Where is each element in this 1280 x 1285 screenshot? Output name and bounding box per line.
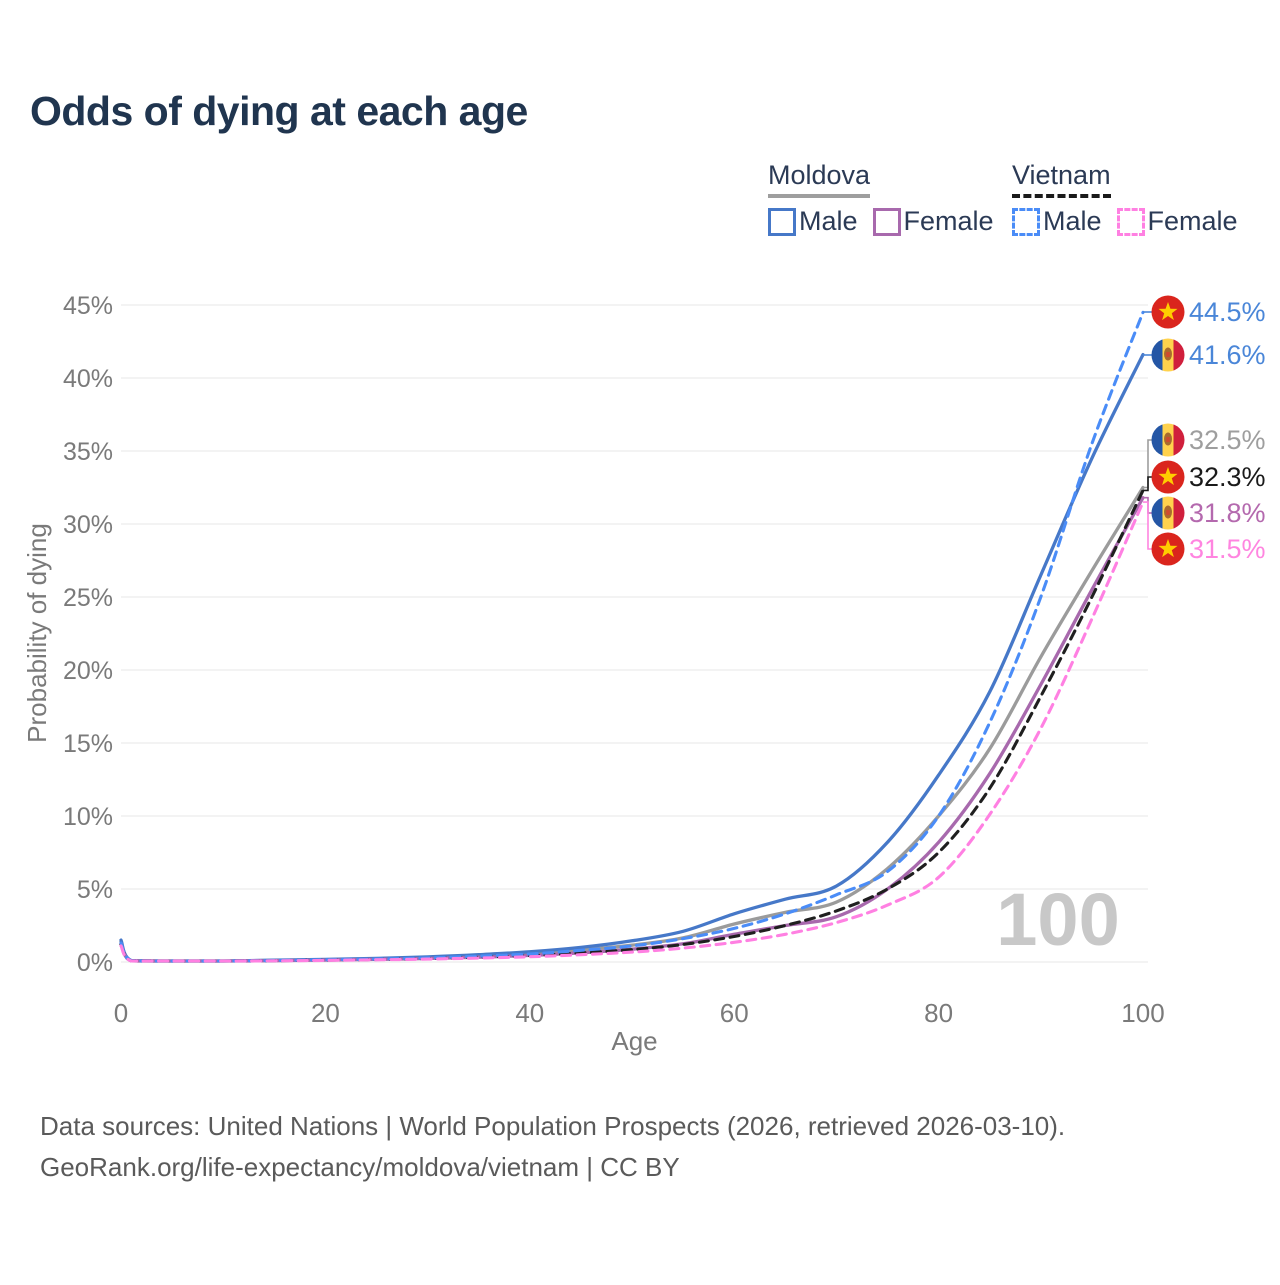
flag-vietnam-icon bbox=[1151, 295, 1185, 329]
x-tick-label: 60 bbox=[720, 998, 749, 1028]
y-tick-label: 45% bbox=[63, 292, 113, 320]
watermark: 100 bbox=[996, 878, 1119, 961]
flag-vietnam-icon bbox=[1151, 460, 1185, 494]
data-source-footer: Data sources: United Nations | World Pop… bbox=[40, 1106, 1065, 1188]
flag-moldova-icon bbox=[1151, 338, 1185, 372]
attribution-line: GeoRank.org/life-expectancy/moldova/viet… bbox=[40, 1152, 680, 1182]
x-tick-label: 40 bbox=[515, 998, 544, 1028]
page-title: Odds of dying at each age bbox=[30, 88, 528, 134]
x-tick-label: 100 bbox=[1121, 998, 1164, 1028]
series-line-moldova-male bbox=[119, 352, 1145, 963]
x-tick-label: 80 bbox=[924, 998, 953, 1028]
moldova-male-swatch-icon bbox=[768, 207, 796, 236]
end-value-label: 41.6% bbox=[1189, 340, 1266, 370]
legend-item-label: Male bbox=[1043, 206, 1102, 236]
flag-vietnam-icon bbox=[1151, 532, 1185, 566]
y-tick-label: 20% bbox=[63, 657, 113, 685]
series-line-vietnam-male bbox=[119, 310, 1145, 963]
data-source-line: Data sources: United Nations | World Pop… bbox=[40, 1111, 1066, 1141]
legend: Moldova Male Female Vietnam Male bbox=[0, 160, 1280, 250]
end-value-label: 32.3% bbox=[1189, 462, 1266, 492]
y-tick-label: 40% bbox=[63, 365, 113, 393]
y-tick-label: 15% bbox=[63, 730, 113, 758]
end-value-label: 32.5% bbox=[1189, 425, 1266, 455]
legend-items-moldova: Male Female bbox=[768, 206, 994, 237]
x-axis-label: Age bbox=[611, 1026, 657, 1056]
legend-items-vietnam: Male Female bbox=[1012, 206, 1238, 237]
moldova-female-swatch-icon bbox=[872, 207, 901, 236]
y-tick-label: 35% bbox=[63, 438, 113, 466]
y-tick-label: 30% bbox=[63, 511, 113, 539]
end-value-label: 31.8% bbox=[1189, 498, 1266, 528]
end-label-leader bbox=[1143, 501, 1152, 550]
end-label-leader bbox=[1143, 439, 1152, 489]
legend-item-label: Male bbox=[799, 206, 858, 236]
x-tick-label: 0 bbox=[114, 998, 128, 1028]
y-tick-label: 5% bbox=[77, 876, 113, 904]
legend-group-moldova: Moldova Male Female bbox=[768, 160, 994, 237]
end-value-label: 44.5% bbox=[1189, 297, 1266, 327]
x-tick-label: 20 bbox=[311, 998, 340, 1028]
end-label-leader bbox=[1143, 476, 1152, 492]
legend-group-vietnam: Vietnam Male Female bbox=[1012, 160, 1238, 237]
legend-item-moldova-male[interactable]: Male bbox=[768, 206, 858, 237]
legend-item-vietnam-male[interactable]: Male bbox=[1012, 206, 1102, 237]
legend-country-moldova: Moldova bbox=[768, 160, 871, 198]
flag-moldova-icon bbox=[1151, 423, 1185, 457]
legend-item-moldova-female[interactable]: Female bbox=[872, 206, 994, 237]
series-line-moldova-female bbox=[119, 496, 1145, 963]
legend-item-label: Female bbox=[1147, 206, 1238, 236]
end-value-label: 31.5% bbox=[1189, 534, 1266, 564]
legend-item-label: Female bbox=[903, 206, 994, 236]
y-tick-label: 25% bbox=[63, 584, 113, 612]
series-line-vietnam-female bbox=[119, 500, 1145, 963]
legend-country-vietnam: Vietnam bbox=[1012, 160, 1111, 198]
y-axis-label: Probability of dying bbox=[22, 523, 52, 743]
y-tick-label: 10% bbox=[63, 803, 113, 831]
y-tick-label: 0% bbox=[77, 949, 113, 977]
flag-moldova-icon bbox=[1151, 496, 1185, 530]
vietnam-male-swatch-icon bbox=[1012, 207, 1040, 236]
vietnam-female-swatch-icon bbox=[1116, 207, 1145, 236]
legend-item-vietnam-female[interactable]: Female bbox=[1116, 206, 1238, 237]
